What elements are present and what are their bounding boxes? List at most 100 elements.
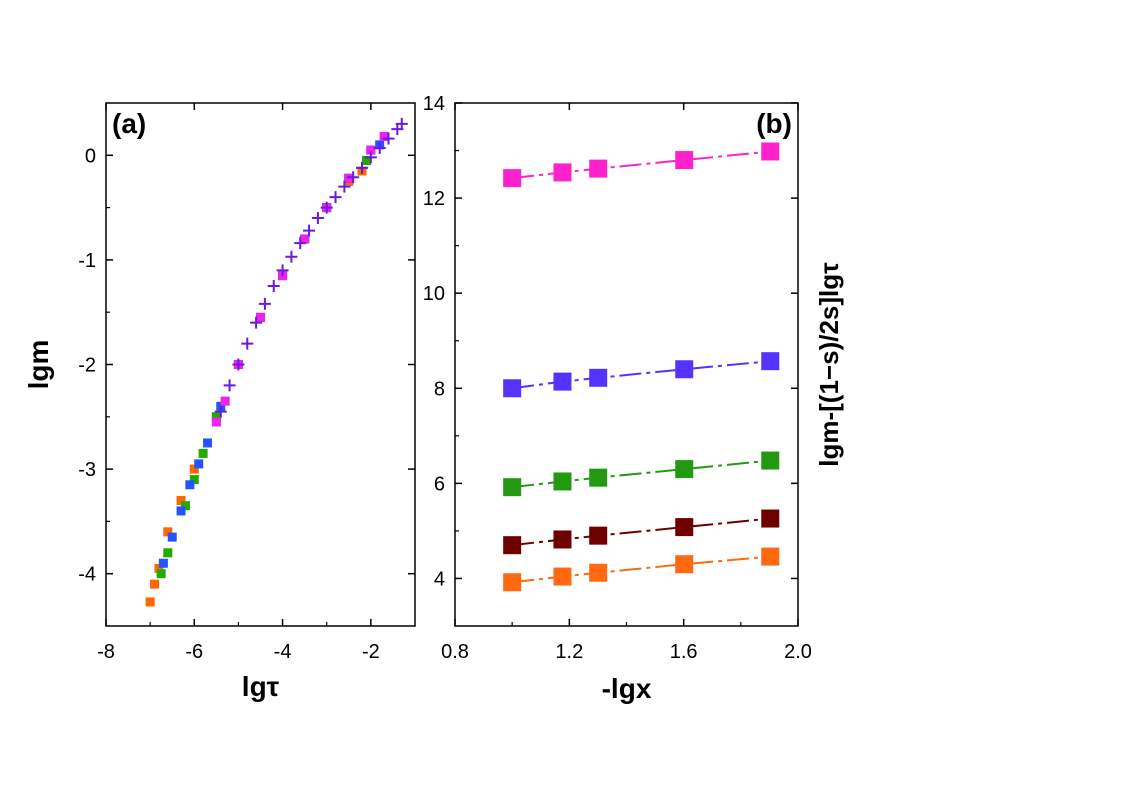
- y-tick-label: 14: [423, 93, 445, 115]
- data-point: [163, 548, 173, 558]
- data-point: [761, 142, 780, 161]
- data-point: [311, 212, 324, 225]
- data-point: [294, 237, 307, 250]
- data-point: [503, 478, 522, 497]
- data-point: [553, 472, 572, 491]
- x-tick-label: 1.6: [670, 641, 698, 663]
- data-point: [503, 169, 522, 188]
- data-point: [220, 396, 230, 406]
- x-tick-label: -4: [274, 641, 292, 663]
- data-point: [395, 117, 408, 130]
- data-point: [189, 475, 199, 485]
- y-tick-label: 8: [434, 378, 445, 400]
- data-point: [329, 191, 342, 204]
- data-point: [589, 563, 608, 582]
- series-line: [512, 150, 771, 180]
- data-point: [761, 547, 780, 566]
- y-tick-label: -3: [78, 459, 96, 481]
- panel-b-y-axis-label: lgm-[(1−s)/2s]lgτ: [814, 262, 844, 467]
- data-point: [154, 563, 164, 573]
- series-magenta: [503, 142, 780, 188]
- series-green: [503, 451, 780, 497]
- data-point: [379, 131, 389, 141]
- x-tick-label: 0.8: [441, 641, 469, 663]
- x-tick-label: 1.2: [555, 641, 583, 663]
- data-point: [189, 464, 199, 474]
- data-point: [250, 316, 263, 329]
- data-point: [503, 536, 522, 555]
- y-tick-label: -2: [78, 355, 96, 377]
- data-point: [373, 141, 386, 154]
- data-point: [382, 132, 395, 145]
- panel-a-label: (a): [112, 108, 146, 139]
- series-purple: [214, 117, 408, 418]
- panel-b: 0.8 1.2 1.6 2.0 4 6 8 10 12 14 (b) -lgx lgm-[(1−…: [423, 93, 844, 704]
- data-point: [553, 163, 572, 182]
- series-line: [512, 517, 771, 547]
- data-point: [361, 156, 371, 166]
- data-point: [180, 501, 190, 511]
- data-point: [675, 151, 694, 170]
- data-point: [503, 379, 522, 398]
- y-tick-label: 12: [423, 188, 445, 210]
- y-tick-label: 10: [423, 283, 445, 305]
- data-point: [241, 337, 254, 350]
- data-point: [553, 567, 572, 586]
- y-tick-label: 4: [434, 568, 445, 590]
- data-point: [214, 405, 227, 418]
- x-tick-label: -6: [185, 641, 203, 663]
- data-point: [356, 161, 369, 174]
- data-point: [320, 201, 333, 214]
- data-point: [223, 379, 236, 392]
- data-point: [158, 558, 168, 568]
- y-tick-label: -1: [78, 250, 96, 272]
- panel-a-x-ticks: -8 -6 -4 -2: [97, 103, 380, 663]
- data-point: [589, 159, 608, 178]
- data-point: [589, 526, 608, 545]
- x-tick-label: 2.0: [784, 641, 812, 663]
- data-point: [198, 448, 208, 458]
- panel-b-label: (b): [756, 108, 792, 139]
- panel-a-data: [145, 117, 408, 607]
- data-point: [163, 527, 173, 537]
- panel-b-x-axis-label: -lgx: [602, 673, 652, 704]
- data-point: [589, 468, 608, 487]
- panel-a-x-axis-label: lgτ: [242, 671, 280, 702]
- data-point: [300, 234, 310, 244]
- x-tick-label: -2: [362, 641, 380, 663]
- data-point: [503, 573, 522, 592]
- data-point: [589, 368, 608, 387]
- panel-b-data: [503, 142, 780, 592]
- data-point: [303, 224, 316, 237]
- series-blue: [158, 140, 385, 568]
- series-line: [512, 555, 771, 584]
- series-darkred: [503, 509, 780, 555]
- series-magenta: [211, 131, 389, 427]
- panel-a-frame: [105, 102, 416, 627]
- data-point: [761, 451, 780, 470]
- data-point: [194, 459, 204, 469]
- panel-a: -8 -6 -4 -2 -4 -3 -2 -1 0 (a) lgτ lgm: [23, 102, 416, 702]
- data-point: [761, 509, 780, 528]
- data-point: [285, 250, 298, 263]
- panel-b-x-ticks: 0.8 1.2 1.6 2.0: [441, 103, 812, 663]
- data-point: [675, 518, 694, 537]
- series-line: [512, 459, 771, 489]
- data-point: [675, 555, 694, 574]
- data-point: [167, 532, 177, 542]
- data-point: [176, 506, 186, 516]
- data-point: [267, 280, 280, 293]
- data-point: [256, 312, 265, 322]
- panel-b-y-ticks: 4 6 8 10 12 14: [423, 93, 798, 590]
- series-orange: [503, 547, 780, 592]
- data-point: [675, 460, 694, 479]
- data-point: [150, 579, 160, 589]
- series-blue: [503, 352, 780, 398]
- data-point: [347, 171, 360, 184]
- data-point: [156, 569, 166, 579]
- data-point: [211, 412, 221, 422]
- data-point: [176, 495, 186, 505]
- data-point: [675, 360, 694, 379]
- data-point: [344, 173, 354, 183]
